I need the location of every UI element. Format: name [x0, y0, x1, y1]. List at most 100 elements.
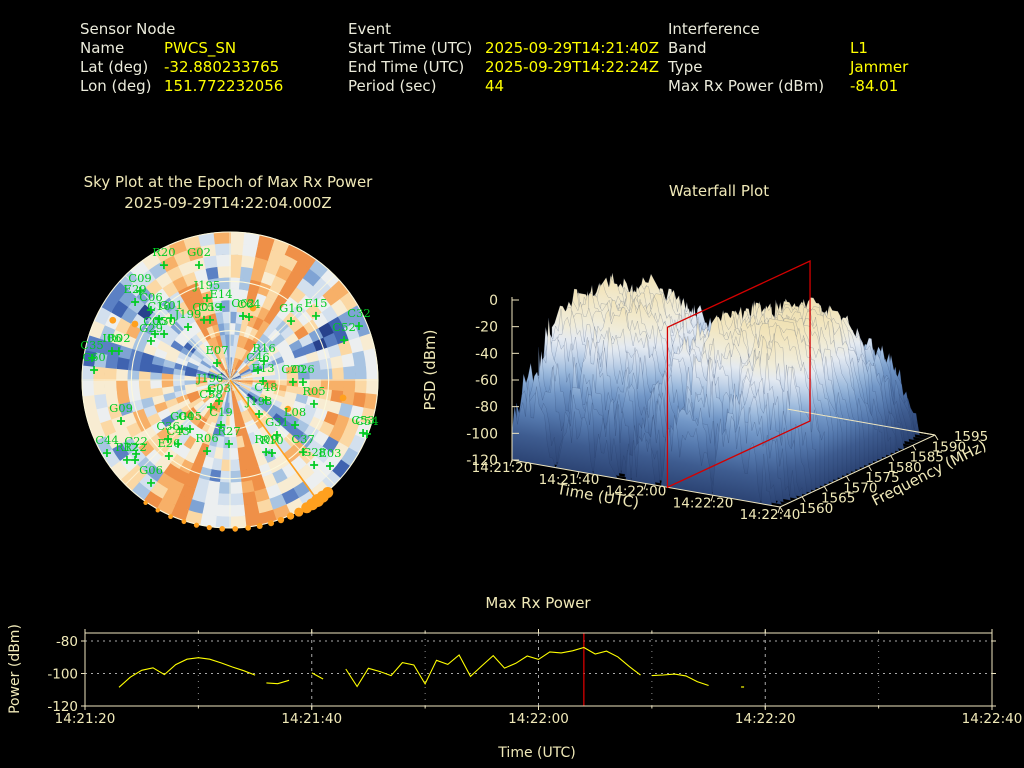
- interference-type-label: Type: [668, 58, 703, 76]
- skyplot-heatmap-cell: [190, 352, 203, 364]
- skyplot-heatmap-cell: [208, 434, 219, 448]
- skyplot-heatmap-cell: [255, 349, 268, 361]
- skyplot-heatmap-cell: [196, 416, 208, 430]
- skyplot-heatmap-cell: [229, 447, 239, 461]
- skyplot-heatmap-cell: [230, 380, 241, 386]
- skyplot-heatmap-cell: [92, 379, 106, 396]
- skyplot-heatmap-cell: [139, 387, 153, 400]
- skyplot-heatmap-cell: [219, 374, 230, 380]
- skyplot-azimuth-spoke: [124, 274, 231, 381]
- skyplot-heatmap-cell: [248, 359, 260, 369]
- satellite-label: C43: [166, 424, 189, 438]
- skyplot-heatmap-cell: [221, 299, 231, 313]
- skyplot-heatmap-cell: [116, 355, 130, 370]
- skyplot-heatmap-cell: [200, 359, 212, 369]
- satellite-marker: [155, 314, 164, 323]
- skyplot-heatmap-cell: [173, 384, 186, 393]
- waterfall-time-tick: [509, 459, 513, 467]
- skyplot-heatmap-cell: [327, 343, 342, 360]
- skyplot-heatmap-cell: [213, 231, 231, 245]
- satellite-label: G03: [207, 381, 231, 395]
- skyplot-heatmap-cell: [240, 382, 253, 388]
- skyplot-heatmap-cell: [149, 371, 163, 381]
- skyplot-heatmap-cell: [167, 402, 181, 415]
- satellite-label: G31: [265, 415, 289, 429]
- satellite-label: C35: [80, 338, 103, 352]
- waterfall-freq-tick: [779, 506, 784, 513]
- satellite-marker: [117, 416, 126, 425]
- skyplot-heatmap-cell: [230, 380, 234, 392]
- skyplot-heatmap-cell: [233, 413, 240, 426]
- satellite-label: C48: [254, 380, 277, 394]
- satellite-label: C01: [192, 300, 215, 314]
- satellite-label: C36: [156, 419, 179, 433]
- satellite-label: G16: [279, 301, 303, 315]
- skyplot-heatmap-cell: [281, 397, 296, 409]
- skyplot-heatmap-cell: [189, 425, 202, 440]
- satellite-marker: [310, 460, 319, 469]
- timeseries-line: [118, 657, 256, 688]
- skyplot-heatmap-cell: [323, 332, 339, 349]
- skyplot-heatmap-cell: [271, 393, 285, 404]
- skyplot-heatmap-cell: [236, 446, 248, 460]
- skyplot-heatmap-cell: [242, 243, 260, 258]
- skyplot-heatmap-cell: [218, 380, 230, 384]
- waterfall-freq-axis: [779, 434, 936, 508]
- skyplot-heatmap-cell: [222, 311, 231, 324]
- skyplot-heatmap-cell: [309, 379, 322, 391]
- skyplot-heatmap-cell: [285, 365, 299, 375]
- skyplot-heatmap-cell: [258, 320, 271, 335]
- waterfall-time-tick: [643, 483, 647, 490]
- skyplot-heatmap-cell: [263, 435, 278, 450]
- satellite-label: C06: [139, 290, 162, 304]
- skyplot-heatmap-cell: [93, 392, 108, 410]
- satellite-label: J199: [174, 307, 202, 321]
- satellite-marker: [309, 399, 318, 408]
- skyplot-heatmap-cell: [238, 364, 249, 374]
- skyplot-heatmap-cell: [201, 356, 214, 367]
- skyplot-heatmap-cell: [95, 336, 112, 355]
- skyplot-heatmap-cell: [263, 422, 277, 436]
- skyplot-heatmap-cell: [198, 232, 217, 247]
- skyplot-heatmap-cell: [297, 371, 311, 381]
- interference-power-value: -84.01: [850, 77, 899, 95]
- waterfall-freq-tick-label: 1565: [821, 491, 855, 507]
- jammer-horizon-dot: [277, 516, 285, 524]
- timeseries-x-axis-title: Time (UTC): [498, 745, 576, 761]
- interference-type-value: Jammer: [850, 58, 909, 76]
- waterfall-time-tick-label: 14:22:40: [740, 507, 801, 523]
- skyplot-heatmap-cell: [110, 414, 127, 432]
- skyplot-heatmap-cell: [246, 340, 258, 353]
- waterfall-freq-tick: [912, 445, 917, 451]
- satellite-marker: [206, 403, 215, 412]
- skyplot-heatmap-cell: [216, 254, 231, 267]
- satellite-label: C59: [198, 300, 221, 314]
- skyplot-heatmap-cell: [292, 400, 307, 414]
- skyplot-heatmap-cell: [206, 351, 217, 364]
- skyplot-heatmap-cell: [239, 385, 251, 394]
- satellite-label: R22: [123, 440, 146, 454]
- skyplot-heatmap-cell: [206, 421, 217, 435]
- satellite-label: C62: [231, 296, 254, 310]
- skyplot-heatmap-cell: [243, 444, 256, 459]
- waterfall-freq-tick: [890, 455, 895, 461]
- skyplot-heatmap-cell: [82, 393, 97, 412]
- skyplot-heatmap-cell: [275, 408, 290, 421]
- skyplot-heatmap-cell: [182, 435, 197, 450]
- sensor-name-label: Name: [80, 39, 125, 57]
- skyplot-heatmap-cell: [255, 399, 268, 411]
- satellite-marker: [215, 396, 224, 405]
- skyplot-heatmap-cell: [239, 348, 248, 361]
- skyplot-heatmap-cell: [92, 364, 106, 381]
- skyplot-heatmap-cell: [363, 393, 378, 412]
- jammer-horizon-dot: [256, 523, 263, 530]
- skyplot-heatmap-cell: [197, 365, 210, 374]
- skyplot-heatmap-cell: [272, 333, 286, 347]
- skyplot-heatmap-cell: [187, 356, 201, 367]
- timeseries-y-tick-label: -80: [56, 634, 78, 650]
- timeseries-line: [266, 679, 290, 685]
- skyplot-heatmap-cell: [156, 339, 172, 353]
- skyplot-heatmap-cell: [192, 399, 205, 411]
- skyplot-heatmap-cell: [256, 333, 269, 347]
- skyplot-heatmap-cell: [236, 335, 245, 348]
